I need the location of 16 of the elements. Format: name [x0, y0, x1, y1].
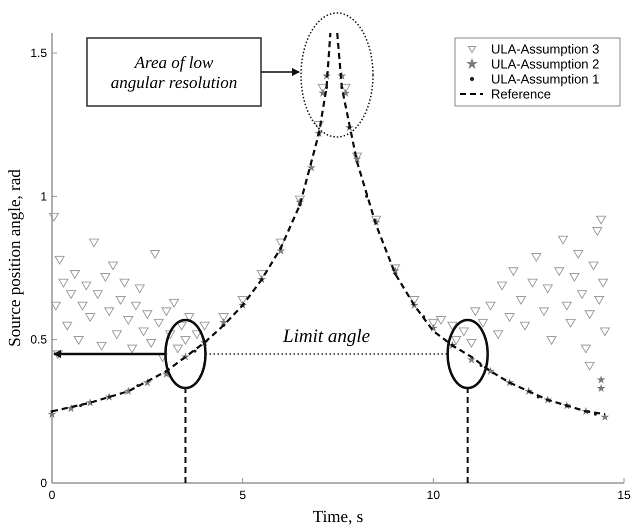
ref-line-label: Limit angle: [282, 326, 370, 348]
x-tick-label: 10: [426, 488, 440, 502]
annotation: Area of low angular resolution: [110, 53, 238, 92]
y-tick-label: 1.5: [30, 46, 48, 60]
x-tick-label: 15: [617, 488, 631, 502]
y-tick-label: 1: [40, 189, 48, 204]
x-tick-label: 0: [48, 488, 56, 502]
x-axis-title: Time, s: [312, 507, 364, 526]
legend-label: ULA-Assumption 3: [491, 42, 600, 56]
legend-label: ULA-Assumption 2: [491, 56, 600, 72]
legend-label: Reference: [491, 86, 551, 102]
y-tick-label: 0.5: [30, 332, 48, 347]
y-axis-title: Source position angle, rad: [5, 168, 24, 347]
y-tick-label: 0: [40, 476, 48, 490]
legend-label: ULA-Assumption 1: [491, 72, 600, 86]
x-tick-label: 5: [239, 488, 246, 502]
